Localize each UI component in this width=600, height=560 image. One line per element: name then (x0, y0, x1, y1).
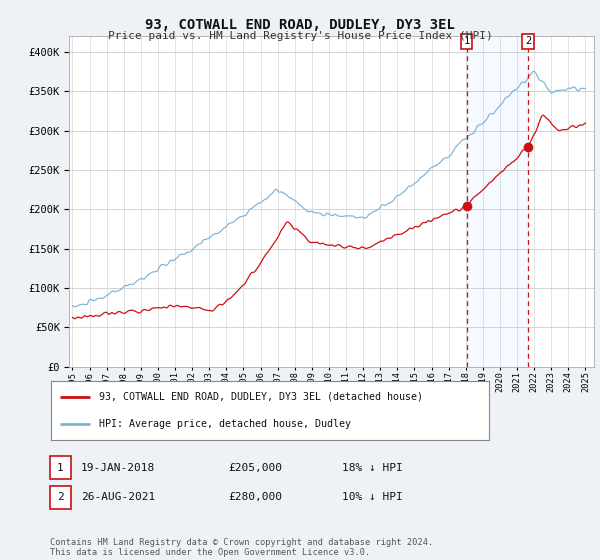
Text: 1: 1 (463, 36, 470, 46)
Text: 2: 2 (57, 492, 64, 502)
Text: 1: 1 (57, 463, 64, 473)
Text: HPI: Average price, detached house, Dudley: HPI: Average price, detached house, Dudl… (99, 419, 351, 429)
Text: 10% ↓ HPI: 10% ↓ HPI (342, 492, 403, 502)
Text: £280,000: £280,000 (228, 492, 282, 502)
Text: Contains HM Land Registry data © Crown copyright and database right 2024.
This d: Contains HM Land Registry data © Crown c… (50, 538, 433, 557)
Text: 93, COTWALL END ROAD, DUDLEY, DY3 3EL: 93, COTWALL END ROAD, DUDLEY, DY3 3EL (145, 18, 455, 32)
Text: 93, COTWALL END ROAD, DUDLEY, DY3 3EL (detached house): 93, COTWALL END ROAD, DUDLEY, DY3 3EL (d… (99, 391, 423, 402)
Text: £205,000: £205,000 (228, 463, 282, 473)
Text: 26-AUG-2021: 26-AUG-2021 (81, 492, 155, 502)
Text: 2: 2 (525, 36, 531, 46)
Text: 19-JAN-2018: 19-JAN-2018 (81, 463, 155, 473)
Text: 18% ↓ HPI: 18% ↓ HPI (342, 463, 403, 473)
Text: Price paid vs. HM Land Registry's House Price Index (HPI): Price paid vs. HM Land Registry's House … (107, 31, 493, 41)
Bar (467, 36, 528, 367)
